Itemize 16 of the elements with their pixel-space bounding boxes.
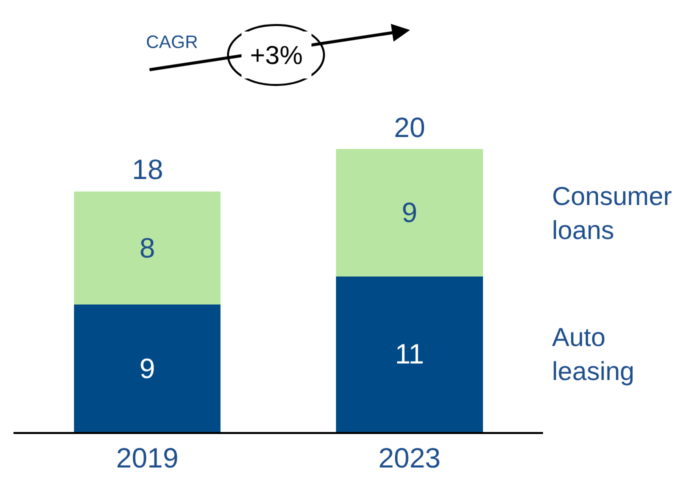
data-label: 9 [402,197,418,228]
bar [336,276,483,432]
data-label: 9 [140,352,156,384]
data-label: 8 [140,232,156,264]
bar [74,191,221,305]
x-tick-label: 2023 [378,442,441,474]
text: Auto leasing [552,322,634,386]
text: Consumer loans [552,181,672,245]
data-label: 11 [394,338,424,370]
x-tick-label: 2019 [116,442,178,474]
total-label: 20 [394,112,426,143]
text: CAGR [146,32,198,52]
text: +3% [250,40,303,70]
bar [74,304,221,432]
bar [336,149,483,276]
total-label: 18 [132,154,164,185]
